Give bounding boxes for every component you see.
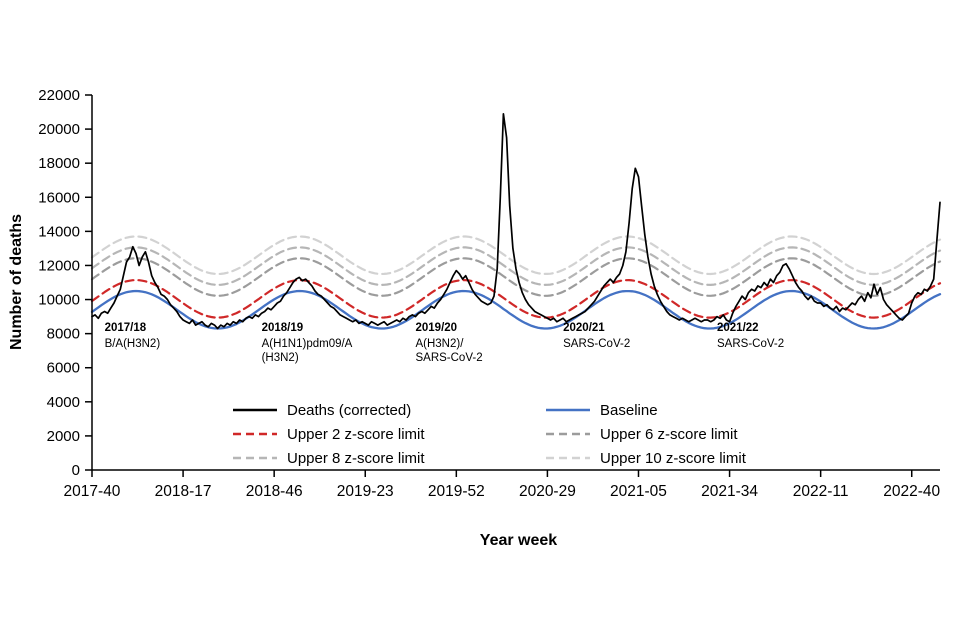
legend-swatch [233,432,277,436]
legend-swatch [233,456,277,460]
legend-item: Baseline [545,398,746,422]
annotation-season: 2018/19 [262,322,304,334]
legend-swatch [233,408,277,412]
legend-item: Upper 8 z-score limit [232,446,545,470]
x-tick-label: 2022-11 [793,483,849,500]
legend-item: Deaths (corrected) [232,398,545,422]
legend-label: Upper 8 z-score limit [287,449,425,467]
legend-column-1: Deaths (corrected) Upper 2 z-score limit U… [232,398,545,470]
series-upper-2-z-score-limit-line [90,279,942,319]
legend-item: Upper 10 z-score limit [545,446,746,470]
annotation-season: 2017/18 [105,322,147,334]
x-tick-label: 2019-23 [337,483,394,500]
annotation-subtype: B/A(H3N2) [105,338,161,350]
y-tick-label: 0 [72,462,80,479]
x-tick-label: 2018-17 [155,483,212,500]
legend-label: Baseline [600,401,658,419]
annotation-subtype: SARS-CoV-2 [415,352,482,364]
y-tick-label: 6000 [47,360,80,377]
x-tick-label: 2018-46 [246,483,303,500]
y-tick-label: 20000 [38,121,80,138]
y-tick-label: 16000 [38,189,80,206]
legend-item: Upper 6 z-score limit [545,422,746,446]
legend-column-2: Baseline Upper 6 z-score limit Upper 10 z-… [545,398,746,470]
x-axis-title: Year week [479,532,558,549]
x-tick-label: 2020-29 [519,483,576,500]
y-tick-label: 2000 [47,428,80,445]
legend-label: Upper 10 z-score limit [600,449,746,467]
series-baseline-line [90,289,942,330]
annotation-subtype: A(H1N1)pdm09/A [262,338,353,350]
x-tick-label: 2021-34 [701,483,758,500]
y-tick-label: 18000 [38,155,80,172]
annotation-subtype: (H3N2) [262,352,299,364]
annotation-season: 2019/20 [415,322,457,334]
y-tick-label: 22000 [38,87,80,104]
annotation-season: 2020/21 [563,322,605,334]
legend-swatch [546,408,590,412]
y-tick-label: 10000 [38,292,80,309]
annotation-subtype: SARS-CoV-2 [717,338,784,350]
y-tick-label: 8000 [47,326,80,343]
y-tick-label: 4000 [47,394,80,411]
legend-item: Upper 2 z-score limit [232,422,545,446]
annotation-season: 2021/22 [717,322,759,334]
chart-legend: Deaths (corrected) Upper 2 z-score limit U… [232,398,746,470]
x-tick-label: 2019-52 [428,483,485,500]
annotation-subtype: A(H3N2)/ [415,338,464,350]
y-tick-label: 12000 [38,257,80,274]
x-tick-label: 2017-40 [64,483,121,500]
y-tick-label: 14000 [38,223,80,240]
series-deaths-line [91,112,941,330]
series-upper-6-z-score-limit-line [90,257,942,297]
legend-swatch [546,456,590,460]
series-upper-10-z-score-limit-line [90,235,942,276]
legend-label: Upper 2 z-score limit [287,425,425,443]
series-upper-8-z-score-limit-line [90,246,942,286]
legend-label: Upper 6 z-score limit [600,425,738,443]
x-tick-label: 2022-40 [883,483,940,500]
annotation-subtype: SARS-CoV-2 [563,338,630,350]
legend-swatch [546,432,590,436]
x-tick-label: 2021-05 [610,483,667,500]
legend-label: Deaths (corrected) [287,401,412,419]
